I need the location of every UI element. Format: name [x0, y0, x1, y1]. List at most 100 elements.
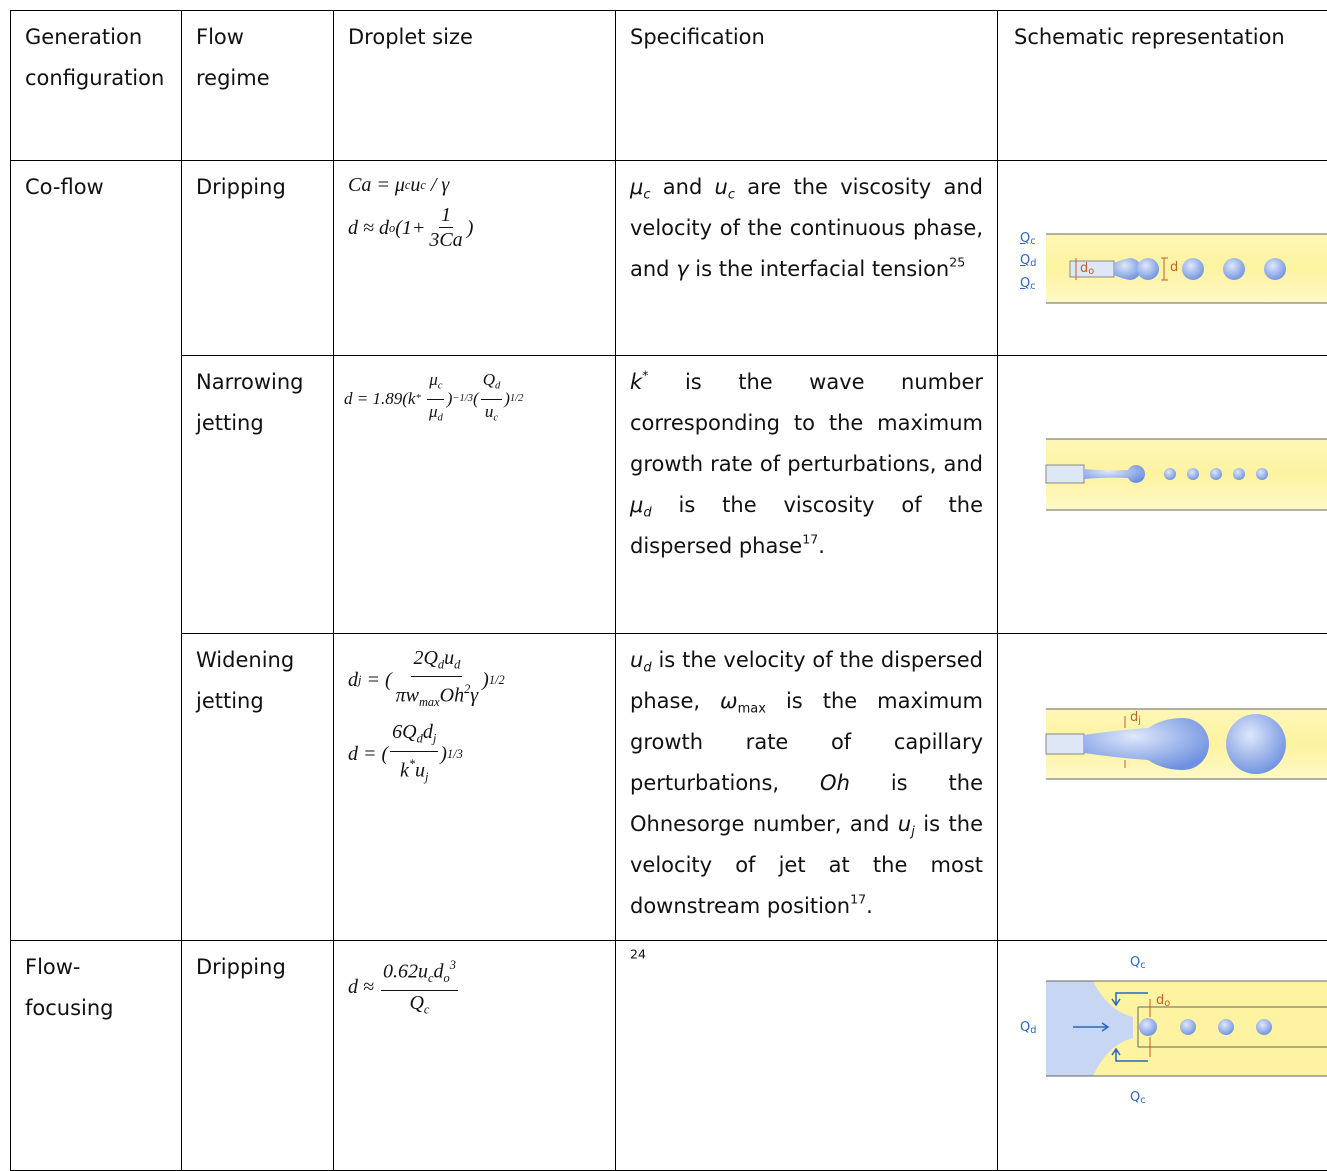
text-run: o	[1164, 998, 1170, 1009]
text-run: (1+	[395, 216, 425, 240]
text-run: 1/2	[510, 387, 523, 411]
table: Generation configuration Flow regime Dro…	[10, 10, 1327, 1171]
text-run: 1	[441, 204, 451, 226]
text-run: Q	[1020, 276, 1030, 291]
header-cell: Droplet size	[334, 11, 616, 161]
text-run: ω	[720, 689, 738, 713]
denominator: Qc	[407, 991, 431, 1021]
label: Qc	[1020, 277, 1036, 294]
text-run: max	[419, 695, 440, 709]
text-run: 25	[949, 255, 965, 270]
text-run: c	[728, 188, 735, 203]
text-run: Q	[1130, 1090, 1140, 1105]
text-run: )	[467, 216, 474, 240]
text-run: 0.62u	[383, 961, 428, 983]
numerator: 2Qdud	[411, 646, 462, 677]
label: Qc	[1130, 1091, 1146, 1108]
text-run: c	[493, 412, 498, 423]
label: Qd	[1020, 1021, 1036, 1038]
text-run: c	[1030, 236, 1035, 247]
regime: Narrowing jetting	[182, 356, 334, 634]
text-run: d	[438, 412, 443, 423]
text-run: 3Ca	[429, 229, 462, 251]
text-run: d	[1030, 1025, 1036, 1036]
text-run: Q	[1130, 955, 1140, 970]
regime: Widening jetting	[182, 634, 334, 941]
text-run: Q	[483, 370, 495, 389]
text-run: u	[415, 759, 425, 781]
text-run: d	[643, 661, 651, 676]
text-run: d	[495, 381, 500, 392]
text-run: 24	[630, 947, 646, 962]
text-run: j	[433, 732, 436, 746]
text-run: .	[866, 894, 873, 918]
text-run: −1/3	[452, 387, 473, 411]
text-run: o	[1088, 266, 1094, 277]
text-run	[421, 387, 425, 411]
text-run: max	[738, 702, 766, 717]
text-run: j	[425, 770, 428, 784]
text-run: is the viscosity of the dispersed phase	[630, 493, 983, 558]
text-run: μ	[429, 370, 438, 389]
schematic-drawing	[998, 356, 1327, 634]
text-run: πw	[396, 685, 419, 707]
specification: k* is the wave number corresponding to t…	[616, 356, 998, 634]
text-run: μ	[429, 402, 438, 421]
text-run: γ	[676, 257, 688, 281]
header-row: Generation configuration Flow regime Dro…	[11, 11, 1327, 161]
text-run: μ	[630, 175, 643, 199]
text-run: c	[1140, 960, 1145, 971]
label: d	[1170, 261, 1178, 275]
text-run: .	[818, 534, 825, 558]
text-run: k	[630, 370, 642, 394]
schematic: dj	[998, 634, 1327, 941]
schematic-drawing	[998, 941, 1327, 1171]
numerator: 6Qddj	[390, 720, 438, 751]
text-run: o	[443, 971, 449, 985]
specification: μc and uc are the viscosity and velocity…	[616, 161, 998, 356]
text-run: d	[433, 961, 443, 983]
numerator: Qd	[481, 368, 503, 400]
text-run: / γ	[426, 173, 449, 197]
numerator: μc	[427, 368, 444, 400]
text-run: d	[643, 506, 651, 521]
schematic-drawing	[998, 634, 1327, 941]
text-run: d = 1.89(k	[344, 387, 415, 411]
text-run: u	[444, 647, 454, 669]
schematic	[998, 356, 1327, 634]
text-run: d ≈ d	[348, 216, 389, 240]
schematic-drawing	[998, 161, 1327, 356]
denominator: πwmaxOh2γ	[394, 677, 481, 714]
text-run: 1/3	[447, 742, 463, 766]
text-run: u	[410, 173, 420, 197]
specification: 24	[616, 941, 998, 1171]
page: Generation configuration Flow regime Dro…	[0, 0, 1327, 1131]
text-run: d	[1170, 260, 1178, 275]
text-run: is the wave number corresponding to the …	[630, 370, 983, 476]
configuration: Flow-focusing	[11, 941, 182, 1171]
text-run: Q	[1020, 253, 1030, 268]
header-cell: Specification	[616, 11, 998, 161]
text-run: )	[440, 742, 447, 766]
text-run: Oh	[820, 771, 850, 795]
schematic: Qc do Qd Qc	[998, 941, 1327, 1171]
text-run: k	[400, 759, 409, 781]
text-run: 6Q	[392, 721, 416, 743]
text-run: 3	[450, 958, 456, 972]
label: Qc	[1130, 956, 1146, 973]
text-run: )	[482, 668, 489, 692]
label: do	[1156, 994, 1170, 1011]
text-run: d	[423, 721, 433, 743]
denominator: uc	[483, 400, 500, 431]
